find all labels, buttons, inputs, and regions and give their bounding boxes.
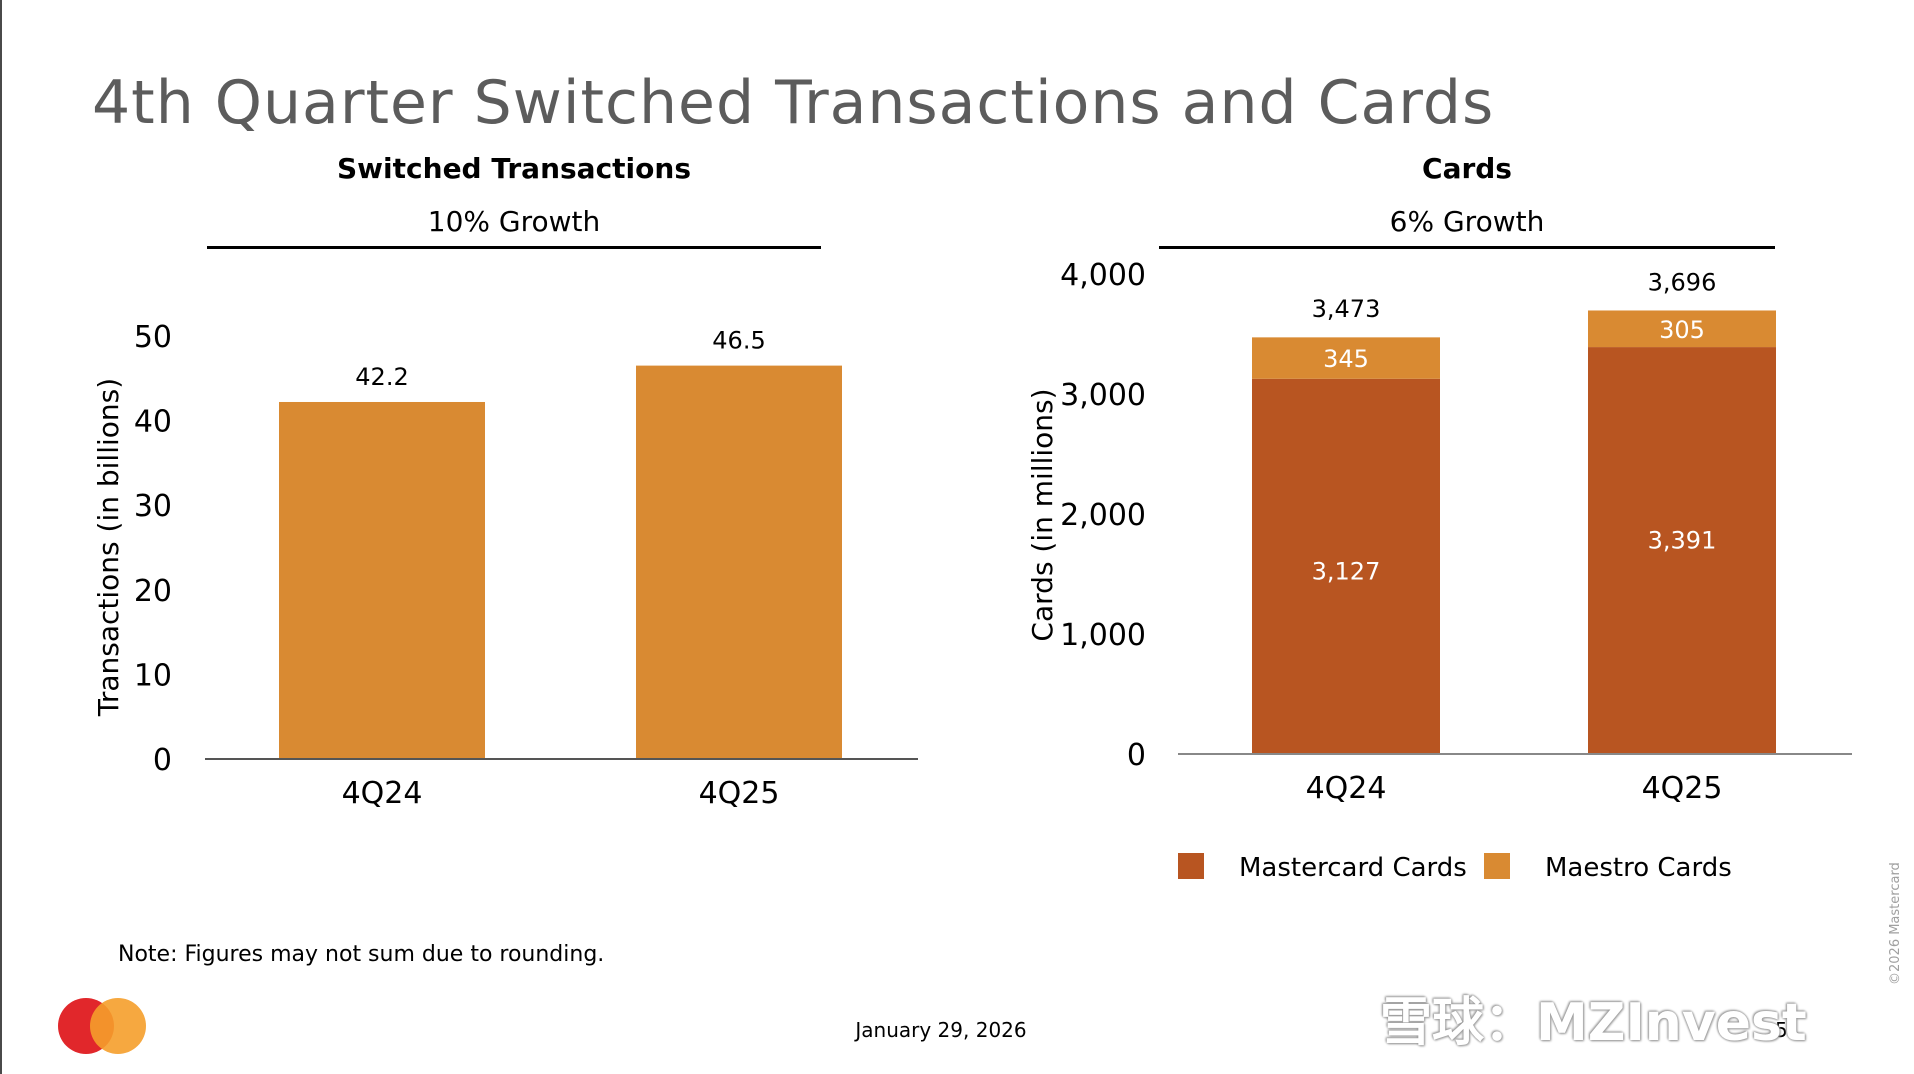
y-tick-label: 50 [134, 320, 172, 355]
bar-4q24 [279, 401, 485, 759]
y-tick-label: 1,000 [1060, 618, 1146, 653]
transactions-header-rule [207, 246, 821, 249]
legend-label: Mastercard Cards [1239, 853, 1467, 883]
presentation-date: January 29, 2026 [855, 1018, 1027, 1042]
y-axis-title: Transactions (in billions) [92, 378, 125, 717]
cards-growth-label: 6% Growth [1389, 205, 1545, 238]
segment-label: 3,127 [1312, 557, 1381, 585]
x-tick-label: 4Q24 [342, 776, 423, 811]
bar-segment-mastercard-4q24 [1252, 378, 1440, 754]
cards-header-rule [1159, 246, 1775, 249]
bar-segment-maestro-4q24 [1252, 337, 1440, 379]
legend-label: Maestro Cards [1545, 853, 1732, 883]
y-tick-label: 10 [134, 658, 172, 693]
rounding-note: Note: Figures may not sum due to roundin… [118, 942, 605, 967]
y-tick-label: 2,000 [1060, 498, 1146, 533]
y-tick-label: 0 [153, 743, 172, 778]
segment-label: 305 [1659, 316, 1705, 344]
cards-chart: 0 1,000 2,000 3,000 4,000 Cards (in millions)… [1026, 258, 1852, 883]
total-label: 3,696 [1648, 268, 1717, 296]
transactions-chart: 0 10 20 30 40 50 Transactions (in billions) 42.… [92, 320, 918, 811]
page-title: 4th Quarter Switched Transactions and Ca… [92, 68, 1495, 138]
bar-segment-maestro-4q25 [1588, 310, 1776, 348]
data-label: 42.2 [355, 363, 408, 391]
bar-4q25 [636, 365, 842, 759]
page-number: 5 [1775, 1018, 1788, 1042]
y-tick-label: 30 [134, 489, 172, 524]
y-tick-label: 3,000 [1060, 378, 1146, 413]
x-tick-label: 4Q25 [1642, 771, 1723, 806]
y-tick-label: 20 [134, 574, 172, 609]
bar-segment-mastercard-4q25 [1588, 347, 1776, 754]
y-tick-label: 4,000 [1060, 258, 1146, 293]
xueqiu-watermark: 雪球：MZInvest [1380, 993, 1807, 1053]
transactions-chart-header: Switched Transactions 10% Growth [207, 152, 821, 249]
y-tick-label: 40 [134, 405, 172, 440]
x-tick-label: 4Q25 [699, 776, 780, 811]
slide-left-border [0, 0, 2, 1074]
x-tick-label: 4Q24 [1306, 771, 1387, 806]
y-axis-title: Cards (in millions) [1026, 388, 1059, 641]
legend-swatch-mastercard [1178, 853, 1204, 879]
cards-chart-title: Cards [1422, 152, 1512, 185]
segment-label: 3,391 [1648, 527, 1717, 555]
legend-swatch-maestro [1484, 853, 1510, 879]
data-label: 46.5 [712, 327, 765, 355]
copyright-text: ©2026 Mastercard [1888, 862, 1903, 985]
transactions-growth-label: 10% Growth [427, 205, 601, 238]
total-label: 3,473 [1312, 295, 1381, 323]
mastercard-logo [58, 998, 148, 1054]
transactions-chart-title: Switched Transactions [337, 152, 691, 185]
segment-label: 345 [1323, 345, 1369, 373]
cards-chart-header: Cards 6% Growth [1159, 152, 1775, 249]
y-tick-label: 0 [1127, 738, 1146, 773]
